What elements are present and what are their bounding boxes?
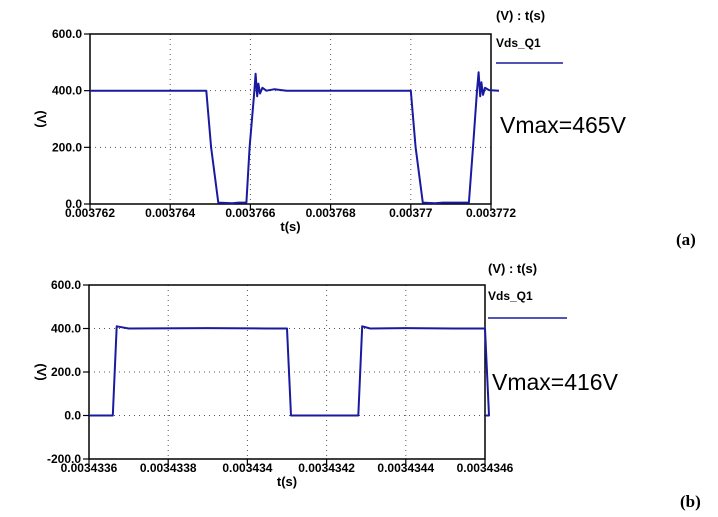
plot-frame-1 (88, 284, 486, 460)
x-tick-label: 0.003772 (466, 206, 516, 220)
legend-series-name-b: Vds_Q1 (488, 289, 533, 303)
y-tick-label: 0.0 (65, 197, 82, 211)
y-tick-label: 600.0 (52, 27, 82, 41)
y-tick-label: 600.0 (51, 278, 81, 292)
x-tick-label: 0.0034344 (377, 461, 434, 475)
x-tick-label: 0.003764 (145, 206, 195, 220)
grid-0 (90, 34, 491, 204)
x-tick-label: 0.00377 (389, 206, 433, 220)
x-tick-label: 0.003768 (306, 206, 356, 220)
legend-title-b: (V) : t(s) (488, 261, 537, 276)
y-axis-title-0: (V) (34, 110, 49, 127)
x-tick-label: 0.0034342 (298, 461, 355, 475)
panel-label-a: (a) (676, 230, 696, 249)
grid-1 (89, 285, 485, 459)
series-line-vds-q1 (90, 71, 500, 205)
x-axis-title-0: t(s) (280, 219, 300, 234)
legend-series-name-a: Vds_Q1 (496, 36, 541, 50)
x-axis-title-1: t(s) (277, 474, 297, 489)
chart-panel-b: (V) : t(s) Vds_Q1 Vmax=416V (b) -200.00.… (34, 261, 701, 511)
x-tick-label: 0.0034346 (457, 461, 514, 475)
y-tick-label: 400.0 (51, 322, 81, 336)
x-tick-label: 0.0034336 (61, 461, 118, 475)
y-tick-label: 400.0 (52, 84, 82, 98)
x-tick-label: 0.0034338 (140, 461, 197, 475)
y-tick-label: -200.0 (47, 452, 81, 466)
vmax-annotation-b: Vmax=416V (492, 369, 619, 395)
x-tick-label: 0.003434 (222, 461, 272, 475)
y-tick-label: 200.0 (51, 365, 81, 379)
panel-label-b: (b) (680, 492, 701, 511)
y-axis-title-1: (V) (34, 363, 49, 380)
series-line-vds-q1 (89, 325, 490, 417)
y-tick-label: 0.0 (64, 409, 81, 423)
x-tick-label: 0.003762 (65, 206, 115, 220)
plot-frame-0 (89, 33, 492, 205)
chart-panel-a: (V) : t(s) Vds_Q1 Vmax=465V (a) 0.0 200.0… (34, 8, 696, 249)
legend-title-a: (V) : t(s) (496, 8, 545, 23)
vmax-annotation-a: Vmax=465V (500, 112, 627, 138)
y-tick-label: 200.0 (52, 140, 82, 154)
x-tick-label: 0.003766 (225, 206, 275, 220)
